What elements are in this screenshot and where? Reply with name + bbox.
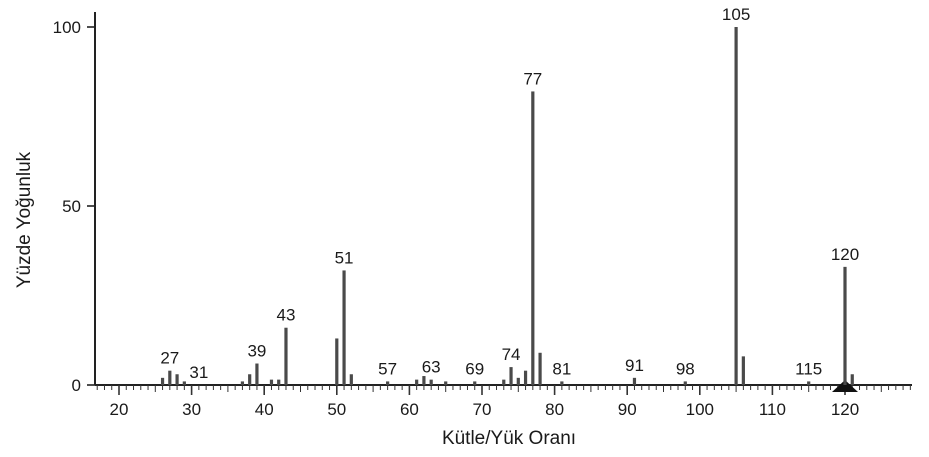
peak-bar [444, 381, 448, 385]
peak-bar [560, 381, 564, 385]
peak-label: 98 [676, 359, 695, 378]
peak-label: 39 [247, 342, 266, 361]
peak-bar [175, 374, 179, 385]
x-tick-label: 40 [255, 400, 274, 419]
peak-bar [269, 379, 274, 385]
peak-bar [523, 370, 528, 385]
peak-bar [349, 374, 353, 385]
peaks [160, 27, 854, 385]
x-tick-label: 70 [473, 400, 492, 419]
peak-bar [807, 381, 811, 385]
peak-label: 27 [160, 349, 179, 368]
peak-label: 91 [625, 356, 644, 375]
peak-label: 31 [189, 363, 208, 382]
peak-label: 120 [831, 245, 859, 264]
peak-label: 43 [277, 306, 296, 325]
x-tick-label: 100 [686, 400, 714, 419]
peak-bar [632, 377, 637, 385]
peak-label: 77 [523, 69, 542, 88]
peak-bar [538, 352, 542, 385]
peak-bar [284, 327, 288, 385]
molecular-ion-marker [832, 380, 858, 392]
x-tick-label: 20 [110, 400, 129, 419]
x-tick-label: 80 [545, 400, 564, 419]
peak-bar [240, 381, 245, 385]
peak-label: 74 [502, 345, 521, 364]
y-tick-label: 0 [72, 376, 81, 395]
x-tick-label: 90 [618, 400, 637, 419]
peak-bar [160, 377, 165, 385]
peak-bar [182, 381, 186, 385]
peak-bar [248, 374, 252, 385]
axes: 20 30 40 50 60 70 80 90 100 110 120 0 50 100 [53, 12, 912, 419]
y-tick-label: 50 [62, 197, 81, 216]
peak-label: 105 [722, 5, 750, 24]
peak-bar [429, 379, 433, 385]
labels: 27 31 39 43 51 57 63 69 74 77 81 91 98 105 115 120 [160, 5, 859, 382]
peak-bar [168, 370, 172, 385]
peak-bar [342, 270, 346, 385]
y-tick-label: 100 [53, 18, 81, 37]
x-tick-label: 110 [759, 400, 786, 419]
y-axis-title: Yüzde Yoğunluk [14, 151, 35, 288]
peak-bar [741, 356, 745, 385]
x-tick-label: 50 [327, 400, 346, 419]
peak-bar [509, 367, 513, 385]
peak-bar [683, 381, 687, 385]
peak-bar [850, 374, 854, 385]
peak-label: 115 [795, 359, 822, 378]
peak-bar [531, 91, 535, 385]
peak-bar [415, 379, 419, 385]
x-axis-title: Kütle/Yük Oranı [442, 428, 576, 449]
peak-label: 69 [465, 359, 484, 378]
peak-bar [473, 381, 477, 385]
peak-bar [277, 379, 281, 385]
peak-bar [843, 266, 847, 385]
peak-bar [335, 338, 339, 385]
x-tick-label: 120 [831, 400, 859, 419]
x-tick-label: 30 [182, 400, 201, 419]
peak-label: 81 [552, 359, 571, 378]
peak-label: 51 [335, 248, 354, 267]
peak-label: 57 [378, 359, 397, 378]
peak-bar [516, 377, 520, 385]
peak-label: 63 [422, 358, 441, 377]
peak-bar [386, 381, 390, 385]
x-tick-label: 60 [400, 400, 419, 419]
peak-bar [255, 363, 259, 385]
peak-bar [502, 379, 506, 385]
peak-bar [734, 27, 738, 385]
peak-bar [422, 376, 426, 385]
